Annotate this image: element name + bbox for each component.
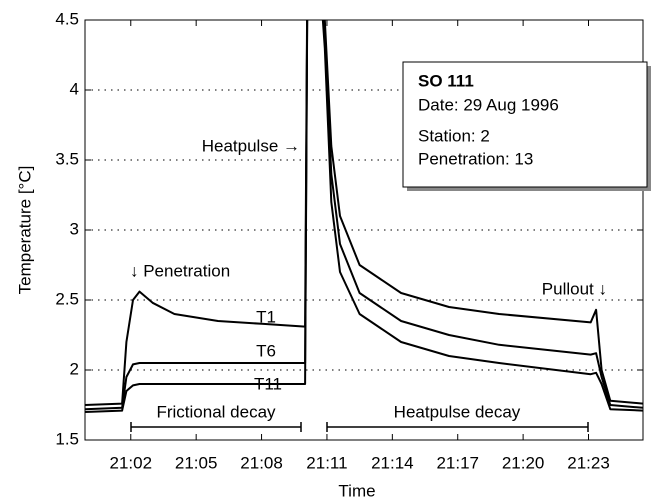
series-label: T11 <box>254 374 282 393</box>
annotation: Heatpulse → <box>202 136 300 155</box>
annotation: Heatpulse decay <box>394 402 521 421</box>
series-label: T6 <box>256 341 276 360</box>
info-line: Penetration: 13 <box>418 149 533 168</box>
y-tick-label: 4 <box>70 79 79 98</box>
y-tick-label: 2 <box>70 359 79 378</box>
line-series <box>85 20 643 411</box>
line-series <box>85 20 643 406</box>
series-label: T1 <box>256 307 276 326</box>
plot-area <box>85 20 643 413</box>
y-tick-label: 2.5 <box>55 289 79 308</box>
y-tick-label: 1.5 <box>55 429 79 448</box>
y-tick-label: 3 <box>70 219 79 238</box>
line-series <box>85 20 643 413</box>
x-tick-label: 21:23 <box>567 453 610 472</box>
x-tick-label: 21:08 <box>240 453 283 472</box>
info-line: Date: 29 Aug 1996 <box>418 95 559 114</box>
x-tick-label: 21:20 <box>502 453 545 472</box>
y-tick-label: 4.5 <box>55 9 79 28</box>
x-tick-label: 21:02 <box>110 453 153 472</box>
info-title: SO 111 <box>418 71 474 90</box>
annotation: ↓ Penetration <box>130 261 230 280</box>
info-line: Station: 2 <box>418 126 490 145</box>
annotation: Frictional decay <box>156 402 276 421</box>
annotation: Pullout ↓ <box>542 279 607 298</box>
y-tick-label: 3.5 <box>55 149 79 168</box>
axes-frame <box>84 19 644 441</box>
x-tick-label: 21:14 <box>371 453 414 472</box>
info-box <box>402 61 648 188</box>
x-tick-label: 21:17 <box>436 453 479 472</box>
x-tick-label: 21:11 <box>306 453 347 472</box>
x-tick-label: 21:05 <box>175 453 218 472</box>
y-axis-label: Temperature [°C] <box>15 166 34 295</box>
x-axis-label: Time <box>338 481 375 500</box>
